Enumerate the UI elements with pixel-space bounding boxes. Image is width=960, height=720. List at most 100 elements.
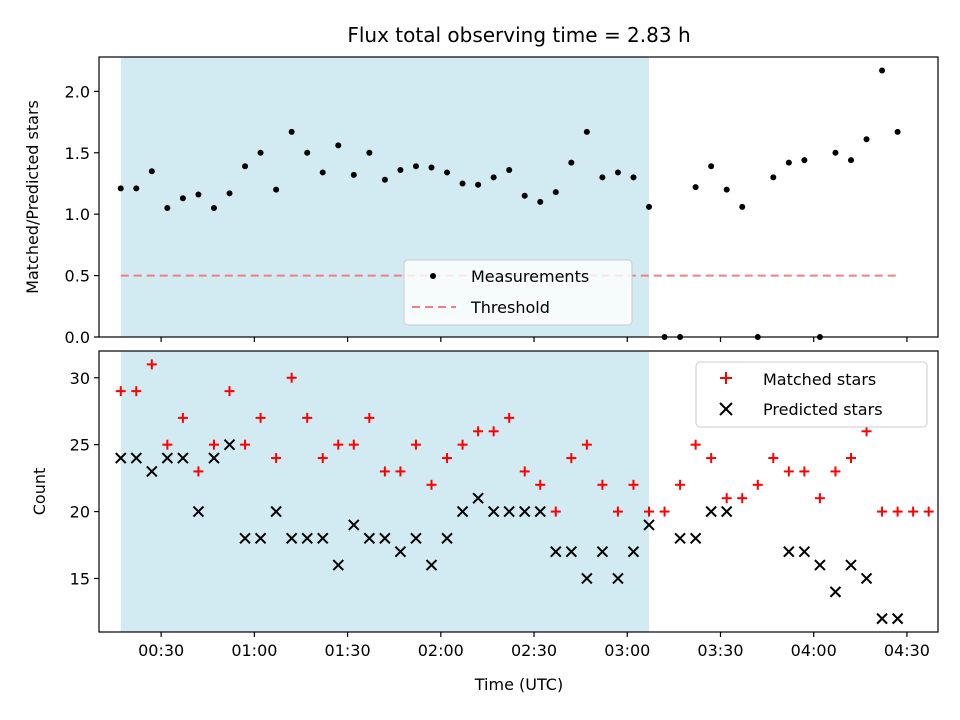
matched-stars-point xyxy=(612,506,623,517)
legend-box xyxy=(695,361,928,428)
cross-b xyxy=(130,452,142,464)
cross-b xyxy=(208,452,220,464)
predicted-stars-point xyxy=(581,572,593,585)
measurement-point xyxy=(335,142,342,149)
predicted-stars-point xyxy=(441,532,453,545)
cross-b xyxy=(891,612,904,625)
x-tick-label: 03:30 xyxy=(697,641,743,660)
predicted-stars-point xyxy=(301,532,313,545)
predicted-stars-point xyxy=(254,532,267,545)
y-tick-label: 30 xyxy=(70,369,90,388)
cross-b xyxy=(627,546,640,558)
matched-stars-point xyxy=(535,479,546,490)
cross-b xyxy=(876,612,888,625)
matched-stars-point xyxy=(488,426,499,437)
matched-stars-point xyxy=(426,479,437,490)
matched-stars-point xyxy=(659,506,670,517)
x-tick-label: 02:30 xyxy=(511,641,557,660)
legend: Matched stars Predicted stars xyxy=(695,361,928,428)
cross-b xyxy=(487,505,500,518)
x-tick-label: 04:00 xyxy=(791,641,837,660)
predicted-stars-point xyxy=(456,505,469,518)
panel-2: 15 20 25 30 00:30 01:00 01:30 02:00 02:30 03:00 03… xyxy=(30,350,939,660)
measurement-point xyxy=(350,171,357,178)
predicted-stars-point xyxy=(503,505,515,518)
cross-b xyxy=(860,572,873,585)
observing-window-shade xyxy=(120,351,650,632)
predicted-stars-point xyxy=(612,572,624,585)
cross-b xyxy=(596,546,609,558)
measurement-point xyxy=(847,157,854,164)
y-tick-label: 1.5 xyxy=(65,144,90,163)
matched-stars-point xyxy=(830,466,841,477)
matched-stars-point xyxy=(286,372,297,383)
measurement-point xyxy=(894,128,901,135)
matched-stars-point xyxy=(255,412,266,423)
cross-b xyxy=(612,572,624,585)
series-predicted-stars xyxy=(115,438,904,625)
matched-stars-point xyxy=(115,386,126,397)
measurement-point xyxy=(723,186,730,193)
matched-stars-point xyxy=(799,466,810,477)
measurement-point xyxy=(195,191,202,198)
legend-marker-matched-stars xyxy=(720,372,732,384)
measurement-point xyxy=(428,164,435,171)
cross-b xyxy=(798,546,811,558)
predicted-stars-point xyxy=(410,532,422,545)
predicted-stars-point xyxy=(550,546,562,558)
x-tick-label: 04:30 xyxy=(884,641,930,660)
series-matched-stars xyxy=(115,359,934,517)
x-tick-label: 01:30 xyxy=(325,641,371,660)
x-tick-label: 03:00 xyxy=(604,641,650,660)
cross-b xyxy=(223,438,236,451)
predicted-stars-point xyxy=(798,546,811,558)
predicted-stars-point xyxy=(487,505,500,518)
matched-stars-point xyxy=(721,493,732,504)
measurement-point xyxy=(583,128,590,135)
x-axis-label: Time (UTC) xyxy=(474,675,563,694)
cross-b xyxy=(394,546,407,558)
matched-stars-point xyxy=(333,439,344,450)
predicted-stars-point xyxy=(146,465,158,478)
cross-b xyxy=(177,452,189,464)
legend-label-matched-stars: Matched stars xyxy=(763,370,876,389)
y-tick-label: 0.0 xyxy=(65,328,90,347)
measurement-point xyxy=(288,128,295,135)
measurement-point xyxy=(273,186,280,193)
matched-stars-point xyxy=(597,479,608,490)
matched-stars-point xyxy=(923,506,934,517)
predicted-stars-point xyxy=(891,612,904,625)
cross-b xyxy=(845,559,857,571)
measurement-point xyxy=(257,149,264,156)
predicted-stars-point xyxy=(596,546,609,558)
matched-stars-point xyxy=(224,386,235,397)
predicted-stars-point xyxy=(472,492,484,504)
measurement-point xyxy=(117,185,124,192)
cross-b xyxy=(239,532,251,545)
y-axis-label: Matched/Predicted stars xyxy=(23,100,42,294)
measurement-point xyxy=(412,163,419,170)
predicted-stars-point xyxy=(674,532,686,545)
cross-b xyxy=(519,505,531,518)
cross-b xyxy=(317,532,329,545)
y-tick-label: 2.0 xyxy=(65,82,90,101)
predicted-stars-point xyxy=(177,452,189,464)
measurement-point xyxy=(568,159,575,166)
cross-b xyxy=(643,519,655,531)
matched-stars-point xyxy=(317,453,328,464)
cross-b xyxy=(565,546,578,558)
cross-b xyxy=(348,519,360,531)
matched-stars-point xyxy=(395,466,406,477)
measurement-point xyxy=(133,185,140,192)
matched-stars-point xyxy=(146,359,157,370)
matched-stars-point xyxy=(131,386,142,397)
predicted-stars-point xyxy=(565,546,578,558)
predicted-stars-point xyxy=(783,546,795,558)
legend-label-predicted-stars: Predicted stars xyxy=(763,400,883,419)
cross-b xyxy=(719,402,733,416)
measurement-point xyxy=(366,149,373,156)
cross-b xyxy=(705,505,717,518)
predicted-stars-point xyxy=(130,452,142,464)
matched-stars-point xyxy=(410,439,421,450)
